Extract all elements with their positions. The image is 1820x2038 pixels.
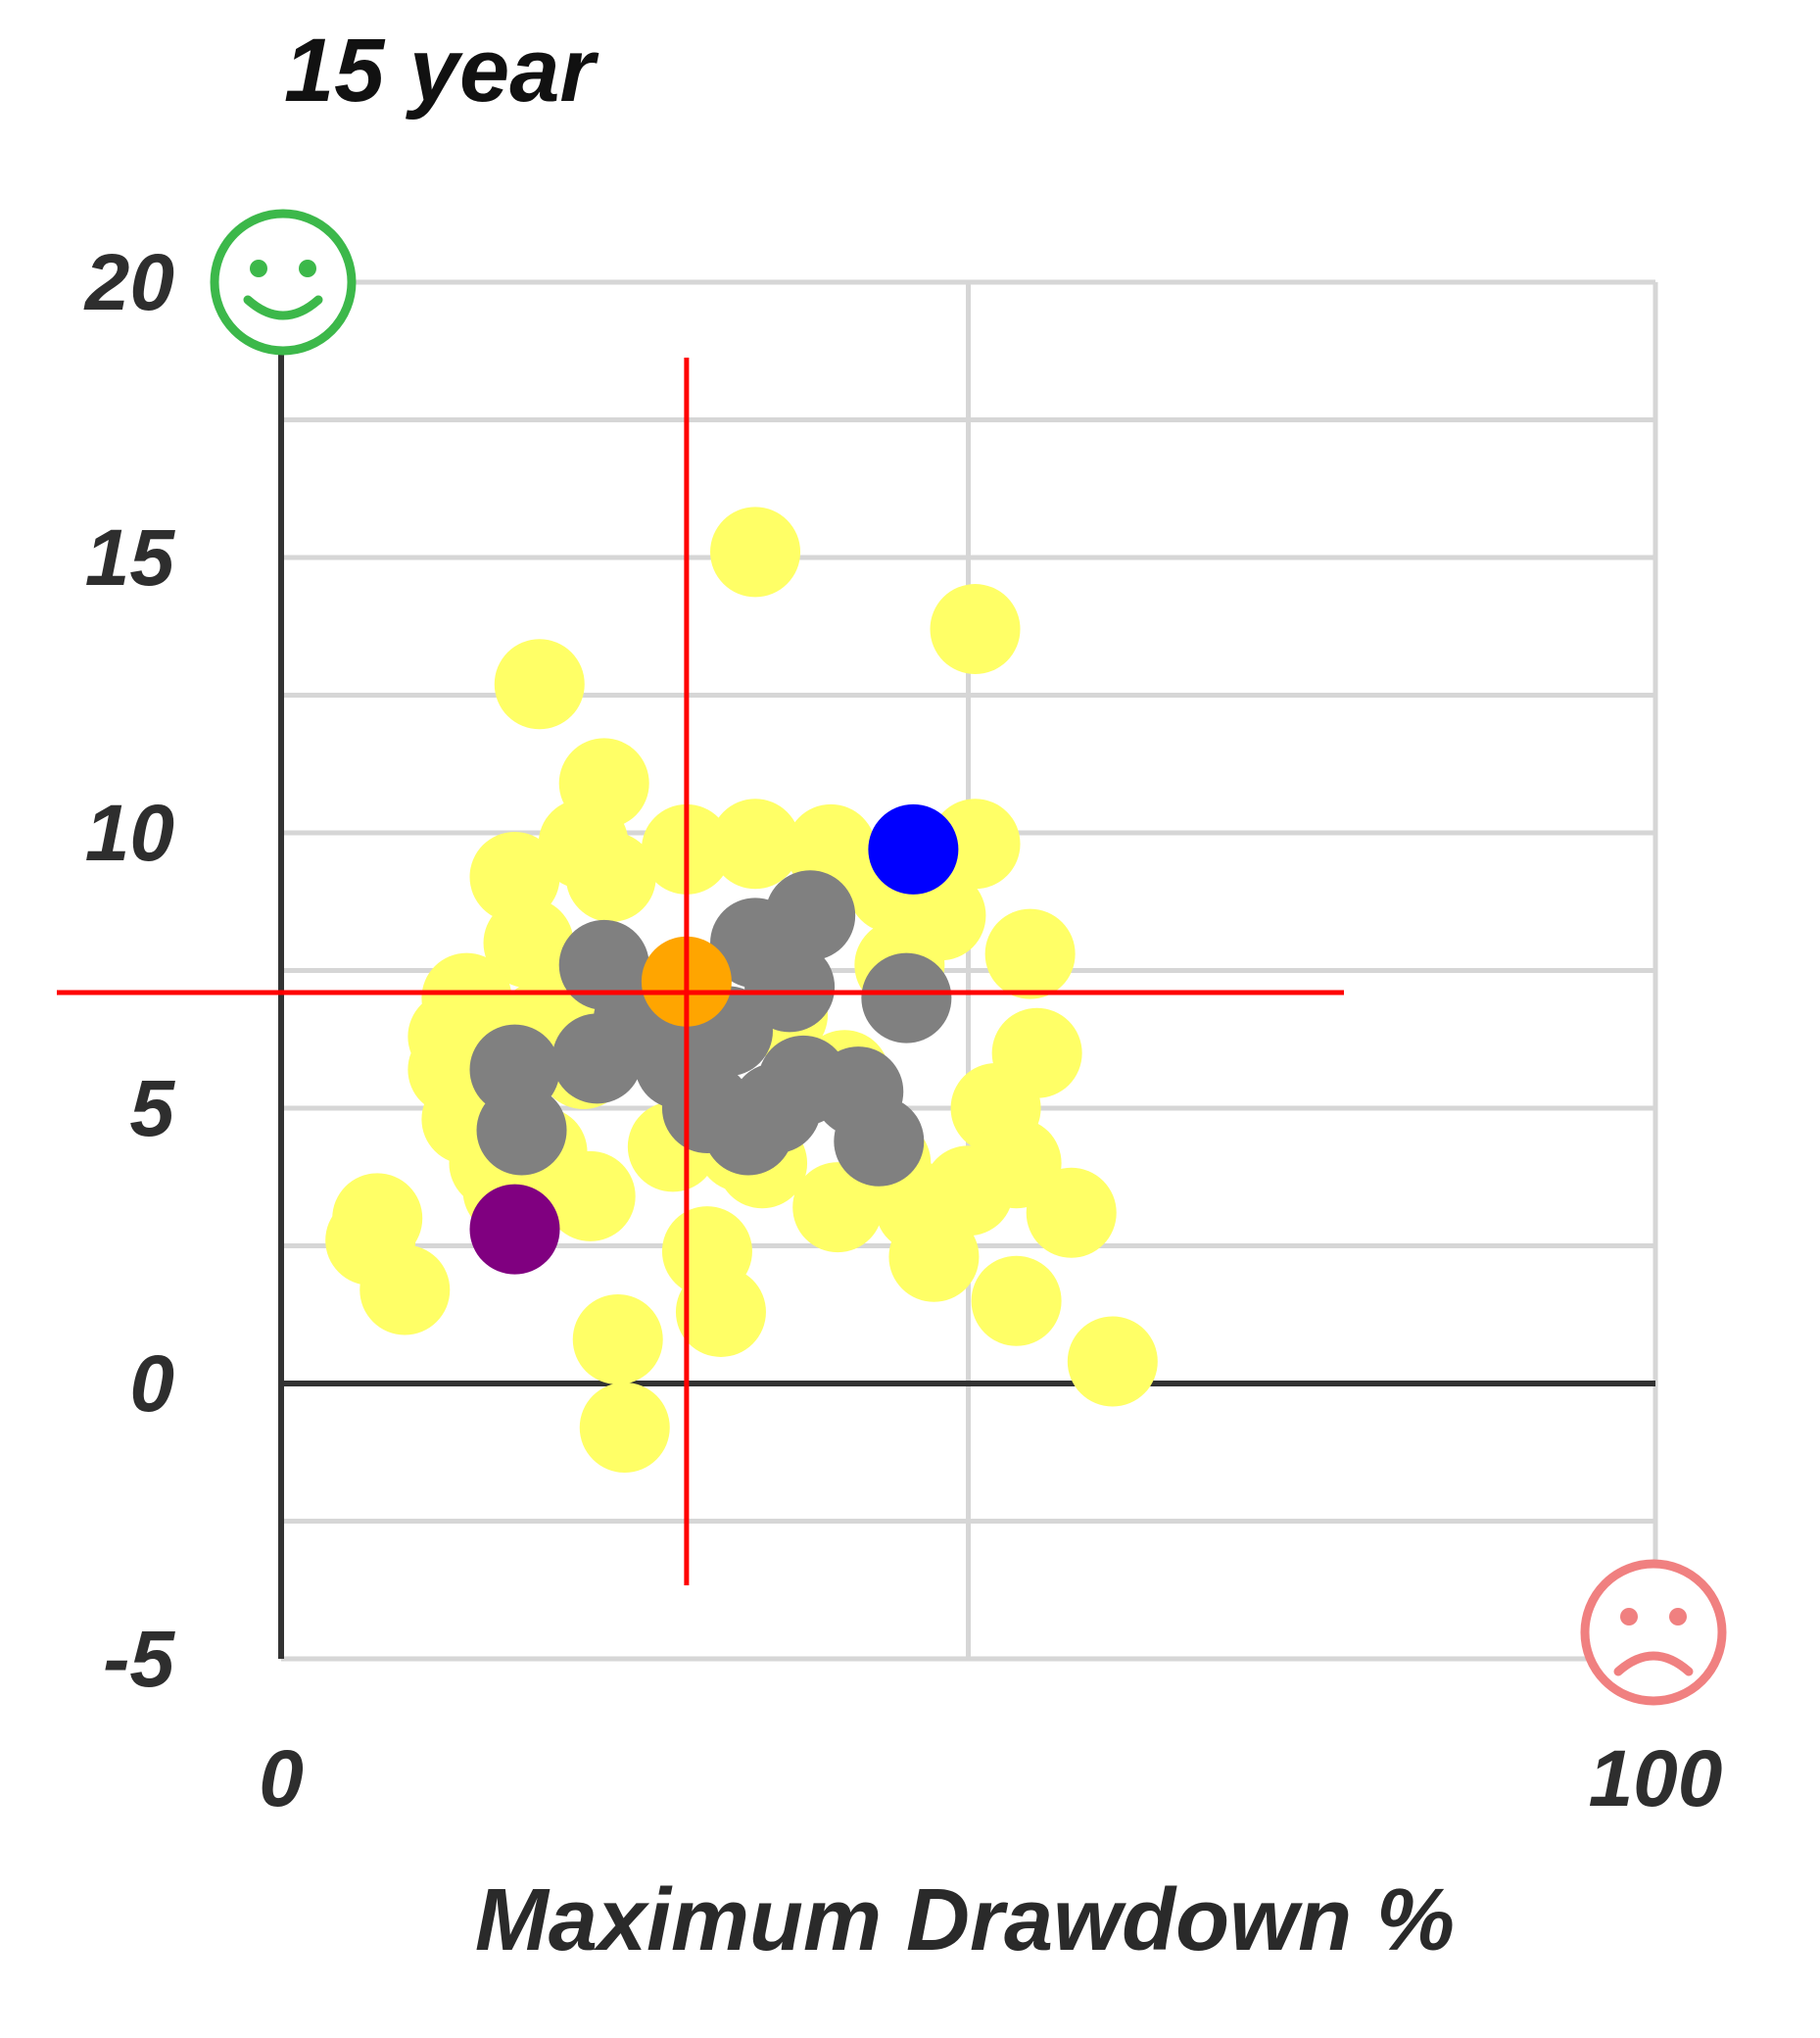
x-tick-label: 100 — [1589, 1734, 1723, 1823]
chart-title: 15 year — [284, 21, 599, 121]
y-tick-label: 0 — [129, 1339, 174, 1429]
data-point — [703, 1085, 794, 1176]
data-point — [1067, 1316, 1158, 1407]
data-point — [675, 1266, 766, 1357]
data-point — [545, 1150, 636, 1241]
x-axis-label: Maximum Drawdown % — [475, 1871, 1455, 1969]
data-point — [565, 831, 656, 922]
average-crosshair — [57, 358, 1344, 1585]
y-tick-labels: 20 15 10 5 0 -5 — [83, 238, 176, 1704]
data-point — [359, 1244, 451, 1335]
scatter-points — [325, 507, 1158, 1473]
data-point — [834, 1095, 925, 1187]
y-tick-label: 15 — [85, 513, 176, 603]
data-point — [572, 1294, 663, 1385]
y-tick-label: -5 — [103, 1615, 175, 1704]
data-point — [792, 1162, 884, 1253]
data-point — [710, 799, 801, 890]
data-point — [930, 584, 1021, 675]
x-tick-labels: 0 100 — [259, 1734, 1722, 1823]
data-point — [710, 507, 801, 598]
data-point — [984, 908, 1076, 999]
data-point — [888, 1211, 980, 1302]
y-tick-label: 10 — [85, 789, 174, 878]
data-point — [551, 1013, 643, 1104]
smiley-face-icon — [210, 209, 357, 356]
data-point — [494, 639, 585, 730]
y-tick-label: 20 — [83, 238, 174, 327]
data-point — [971, 1255, 1062, 1346]
data-point — [868, 803, 959, 895]
frowning-face-icon — [1580, 1559, 1727, 1706]
data-point — [1026, 1167, 1117, 1258]
data-point — [469, 1184, 560, 1275]
plot-axes — [278, 282, 1655, 1659]
data-point — [579, 1382, 670, 1473]
data-point — [476, 1085, 567, 1176]
x-tick-label: 0 — [259, 1734, 304, 1823]
y-tick-label: 5 — [129, 1064, 175, 1153]
data-point — [861, 952, 952, 1043]
